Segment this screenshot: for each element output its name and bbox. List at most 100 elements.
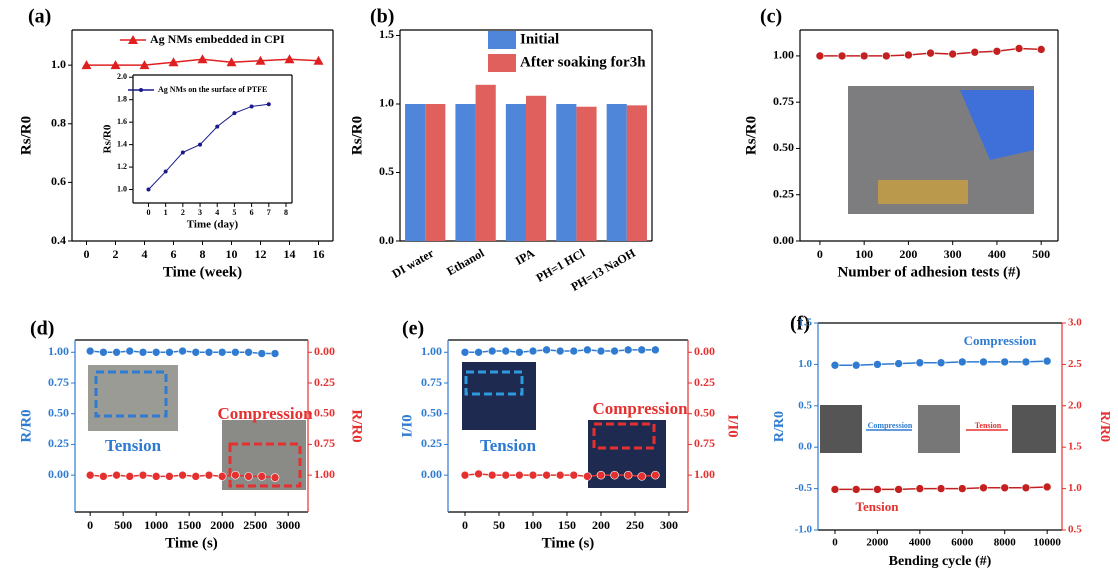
y-tick-label: 1.0 bbox=[117, 184, 127, 193]
x-axis-label: Time (s) bbox=[165, 535, 218, 551]
y-axis-label: Rs/R0 bbox=[102, 124, 114, 153]
marker bbox=[1022, 484, 1030, 492]
x-axis-label: Number of adhesion tests (#) bbox=[837, 264, 1020, 280]
marker bbox=[164, 170, 168, 174]
annotation: Compression bbox=[217, 404, 313, 423]
y2-tick-label: 0.50 bbox=[694, 405, 715, 419]
marker bbox=[181, 150, 185, 154]
y-tick-label: 1.0 bbox=[379, 96, 394, 110]
marker bbox=[570, 471, 578, 479]
marker bbox=[860, 52, 868, 60]
marker bbox=[488, 471, 496, 479]
y2-tick-label: 0.00 bbox=[694, 344, 715, 358]
marker bbox=[218, 472, 226, 480]
x-tick-label: 2000 bbox=[210, 518, 234, 532]
x-tick-label: 3000 bbox=[276, 518, 300, 532]
marker bbox=[958, 358, 966, 366]
y-tick-label: 0.75 bbox=[773, 94, 794, 108]
bar bbox=[607, 104, 627, 241]
annotation: Compression bbox=[868, 421, 913, 430]
y-tick-label: 2.0 bbox=[117, 72, 127, 81]
x-tick-label: 1000 bbox=[144, 518, 168, 532]
marker bbox=[218, 348, 226, 356]
x-tick-label: DI water bbox=[390, 246, 437, 281]
x-tick-label: 0 bbox=[146, 208, 150, 217]
x-tick-label: 0 bbox=[84, 247, 90, 261]
y-tick-label: 0.5 bbox=[798, 399, 812, 411]
x-tick-label: 10000 bbox=[1033, 537, 1061, 549]
y2-tick-label: 1.5 bbox=[1068, 441, 1082, 453]
y-axis-label: Rs/R0 bbox=[349, 116, 365, 155]
x-tick-label: 6000 bbox=[951, 537, 974, 549]
y-tick-label: 1.5 bbox=[798, 317, 812, 329]
annotation: Tension bbox=[105, 436, 162, 455]
y-axis-label: Rs/R0 bbox=[18, 116, 34, 155]
x-tick-label: 100 bbox=[524, 518, 542, 532]
marker bbox=[1001, 358, 1009, 366]
annotation: Tension bbox=[856, 499, 900, 514]
y-tick-label: 0.4 bbox=[51, 233, 66, 247]
x-tick-label: 8000 bbox=[994, 537, 1017, 549]
marker bbox=[556, 471, 564, 479]
y-tick-label: 1.8 bbox=[117, 95, 127, 104]
x-tick-label: 150 bbox=[558, 518, 576, 532]
x-tick-label: 100 bbox=[855, 247, 873, 261]
legend-label: Ag NMs embedded in CPI bbox=[150, 32, 285, 46]
marker bbox=[529, 347, 537, 355]
marker bbox=[192, 348, 200, 356]
y-tick-label: 0.00 bbox=[421, 467, 442, 481]
legend-swatch bbox=[488, 54, 516, 72]
marker bbox=[165, 348, 173, 356]
marker bbox=[86, 347, 94, 355]
marker bbox=[583, 472, 591, 480]
y2-tick-label: 1.00 bbox=[314, 467, 335, 481]
marker bbox=[838, 52, 846, 60]
y-tick-label: 0.75 bbox=[48, 375, 69, 389]
y2-axis-label: I/I0 bbox=[725, 414, 741, 437]
marker bbox=[126, 472, 134, 480]
marker bbox=[139, 348, 147, 356]
x-tick-label: 8 bbox=[200, 247, 206, 261]
y-tick-label: -0.5 bbox=[795, 482, 813, 494]
marker bbox=[638, 472, 646, 480]
y-tick-label: 0.00 bbox=[48, 467, 69, 481]
marker bbox=[624, 471, 632, 479]
x-tick-label: 50 bbox=[493, 518, 505, 532]
marker bbox=[570, 347, 578, 355]
y-tick-label: 1.00 bbox=[421, 344, 442, 358]
y-tick-label: 0.25 bbox=[48, 436, 69, 450]
y-tick-label: 0.00 bbox=[773, 233, 794, 247]
y2-tick-label: 2.5 bbox=[1068, 358, 1082, 370]
x-tick-label: 10 bbox=[226, 247, 238, 261]
x-tick-label: 300 bbox=[660, 518, 678, 532]
y-tick-label: 1.0 bbox=[798, 358, 812, 370]
y-tick-label: 1.00 bbox=[773, 48, 794, 62]
marker bbox=[873, 360, 881, 368]
marker bbox=[979, 358, 987, 366]
marker bbox=[86, 471, 94, 479]
x-tick-label: 2000 bbox=[866, 537, 889, 549]
marker bbox=[1037, 45, 1045, 53]
marker bbox=[816, 52, 824, 60]
bar bbox=[627, 105, 647, 241]
annotation: Tension bbox=[480, 436, 537, 455]
marker bbox=[165, 472, 173, 480]
marker bbox=[971, 48, 979, 56]
marker bbox=[651, 346, 659, 354]
bar bbox=[455, 104, 475, 241]
marker bbox=[475, 348, 483, 356]
marker bbox=[852, 361, 860, 369]
y2-tick-label: 1.0 bbox=[1068, 482, 1082, 494]
marker bbox=[198, 54, 208, 63]
annotation: Compression bbox=[592, 399, 688, 418]
bar bbox=[506, 104, 526, 241]
x-tick-label: 500 bbox=[114, 518, 132, 532]
x-tick-label: 4 bbox=[215, 208, 219, 217]
y-tick-label: 0.75 bbox=[421, 375, 442, 389]
marker bbox=[99, 348, 107, 356]
y2-tick-label: 0.5 bbox=[1068, 524, 1082, 536]
marker bbox=[831, 361, 839, 369]
x-axis-label: Time (day) bbox=[187, 219, 239, 231]
inset-background bbox=[133, 75, 292, 203]
x-tick-label: 2500 bbox=[243, 518, 267, 532]
